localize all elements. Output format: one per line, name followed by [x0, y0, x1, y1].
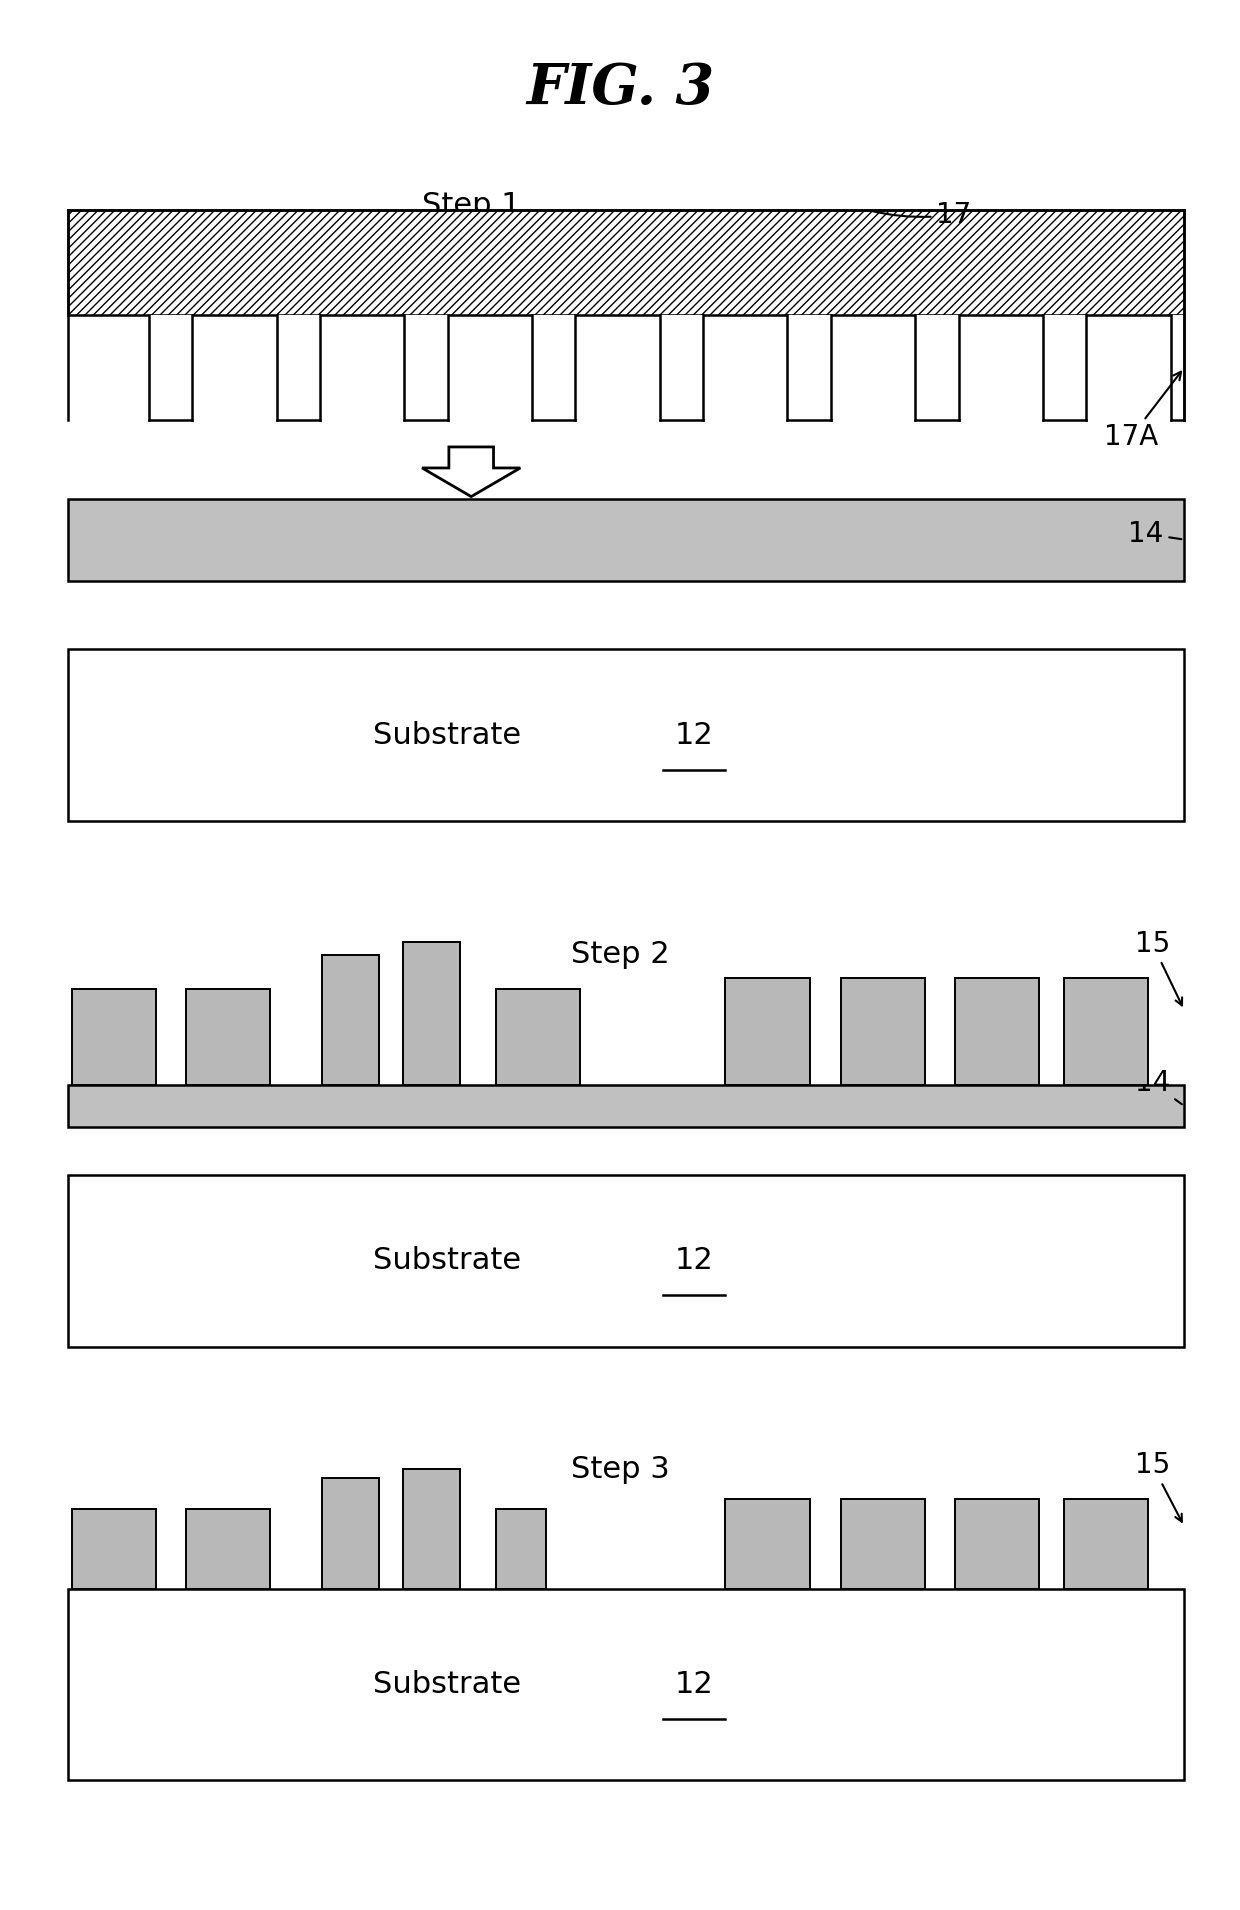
Bar [149, 315, 192, 420]
Bar [496, 1509, 546, 1589]
Bar [72, 1509, 156, 1589]
Bar [186, 989, 270, 1085]
Text: Substrate: Substrate [373, 720, 521, 751]
Bar [68, 1589, 1184, 1780]
Text: Step 3: Step 3 [570, 1455, 670, 1484]
Text: 15: 15 [1135, 1452, 1182, 1522]
Text: Substrate: Substrate [373, 1669, 521, 1700]
Bar [322, 955, 379, 1085]
Text: 17: 17 [870, 201, 971, 229]
Text: FIG. 3: FIG. 3 [526, 61, 714, 117]
Bar [787, 315, 831, 420]
Bar [955, 1499, 1039, 1589]
Bar [1171, 315, 1184, 420]
Bar [660, 315, 703, 420]
Text: 14: 14 [1128, 520, 1182, 548]
Text: 12: 12 [675, 1245, 714, 1276]
Text: Step 1: Step 1 [422, 191, 521, 220]
Bar [68, 499, 1184, 581]
Bar [403, 942, 460, 1085]
Text: 17A: 17A [1104, 372, 1180, 451]
Bar [322, 1478, 379, 1589]
Bar [725, 978, 810, 1085]
Text: 15: 15 [1135, 930, 1182, 1005]
Bar [841, 1499, 925, 1589]
Bar [403, 1469, 460, 1589]
Text: 14: 14 [1135, 1070, 1182, 1104]
Bar [186, 1509, 270, 1589]
Bar [68, 1175, 1184, 1347]
Text: 12: 12 [675, 1669, 714, 1700]
Bar [841, 978, 925, 1085]
Bar [915, 315, 959, 420]
Bar [955, 978, 1039, 1085]
Text: Step 2: Step 2 [570, 940, 670, 968]
Text: Substrate: Substrate [373, 1245, 521, 1276]
Bar [68, 210, 1184, 315]
Bar [277, 315, 320, 420]
Bar [532, 315, 575, 420]
Polygon shape [422, 447, 521, 497]
Bar [496, 989, 580, 1085]
Bar [68, 1085, 1184, 1127]
Bar [1064, 978, 1148, 1085]
Bar [404, 315, 448, 420]
Text: 12: 12 [675, 720, 714, 751]
Bar [1043, 315, 1086, 420]
Bar [68, 649, 1184, 821]
Bar [725, 1499, 810, 1589]
Bar [72, 989, 156, 1085]
Bar [1064, 1499, 1148, 1589]
